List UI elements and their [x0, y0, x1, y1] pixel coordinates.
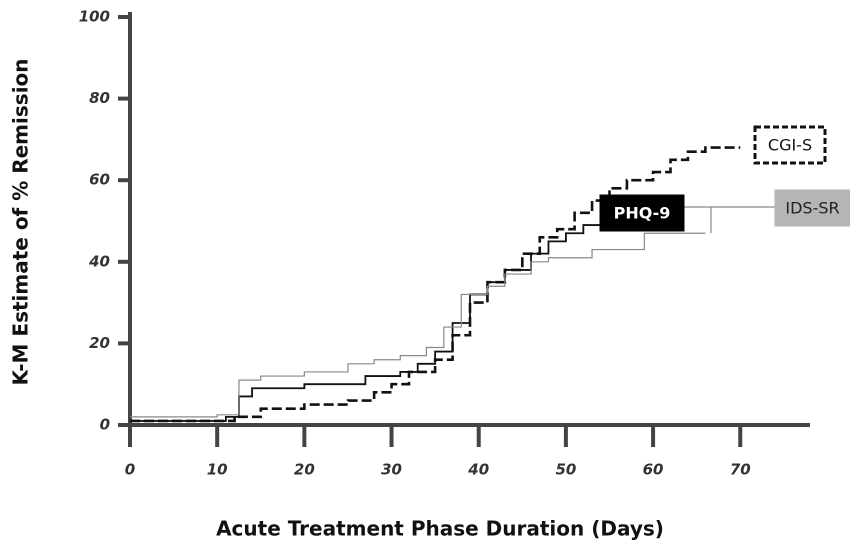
- x-tick-label: 0: [125, 461, 135, 479]
- x-tick-label: 50: [555, 461, 576, 479]
- km-curve: [130, 146, 741, 423]
- y-tick-label: 100: [79, 8, 110, 26]
- y-axis-title: K-M Estimate of % Remission: [9, 58, 33, 385]
- x-tick-label: 70: [730, 461, 751, 479]
- x-axis-title: Acute Treatment Phase Duration (Days): [216, 517, 664, 541]
- legend-label: CGI-S: [768, 136, 812, 155]
- y-tick-label: 40: [88, 252, 110, 270]
- y-tick-label: 80: [89, 89, 110, 107]
- legend-label: PHQ-9: [614, 204, 671, 223]
- x-tick-label: 20: [294, 461, 315, 479]
- x-tick-label: 10: [207, 461, 228, 479]
- x-tick-label: 30: [381, 461, 402, 479]
- legend-box: [774, 189, 850, 227]
- x-tick-label: 60: [643, 461, 664, 479]
- x-tick-label: 40: [467, 461, 489, 479]
- km-curve: [130, 232, 706, 418]
- legend-label: IDS-SR: [785, 199, 839, 218]
- legend-box: [753, 125, 827, 165]
- y-tick-label: 20: [89, 334, 110, 352]
- y-tick-label: 0: [100, 416, 110, 434]
- legend-box: [599, 194, 685, 232]
- km-curve: [130, 216, 602, 422]
- y-tick-label: 60: [89, 171, 110, 189]
